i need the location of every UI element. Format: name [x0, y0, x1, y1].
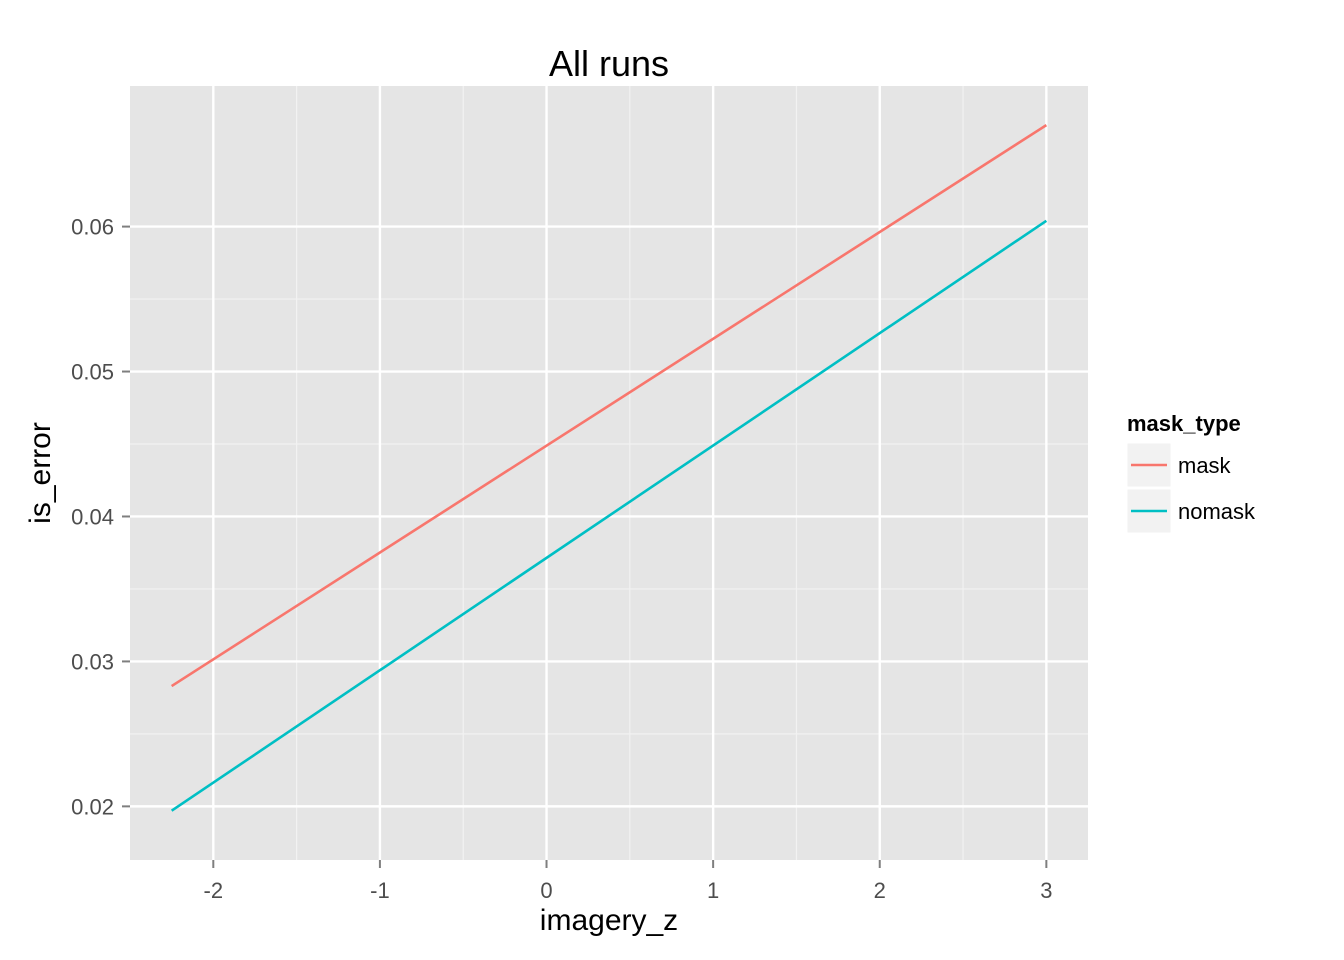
x-tick-label: 1 [707, 878, 719, 903]
y-tick-label: 0.05 [71, 360, 114, 385]
x-axis-title: imagery_z [540, 904, 678, 937]
legend-items: mask nomask [1126, 442, 1256, 534]
y-tick-label: 0.03 [71, 649, 114, 674]
y-axis-title: is_error [24, 422, 57, 524]
legend-label-mask: mask [1178, 453, 1232, 478]
series-lines [170, 124, 1048, 812]
y-axis: 0.02 0.03 0.04 0.05 0.06 [71, 215, 130, 819]
y-tick-label: 0.06 [71, 215, 114, 240]
x-tick-label: 2 [874, 878, 886, 903]
series-line-nomask [170, 219, 1048, 812]
legend: mask_type mask nomask [1126, 411, 1256, 534]
x-tick-label: -2 [204, 878, 224, 903]
x-tick-label: 0 [540, 878, 552, 903]
x-axis: -2 -1 0 1 2 3 [204, 860, 1052, 903]
x-tick-label: -1 [370, 878, 390, 903]
y-tick-label: 0.04 [71, 504, 114, 529]
legend-label-nomask: nomask [1178, 499, 1256, 524]
legend-title: mask_type [1127, 411, 1241, 436]
series-line-mask [170, 124, 1048, 688]
plot-panel [130, 86, 1088, 860]
x-tick-label: 3 [1040, 878, 1052, 903]
y-tick-label: 0.02 [71, 794, 114, 819]
chart-title: All runs [549, 43, 669, 84]
